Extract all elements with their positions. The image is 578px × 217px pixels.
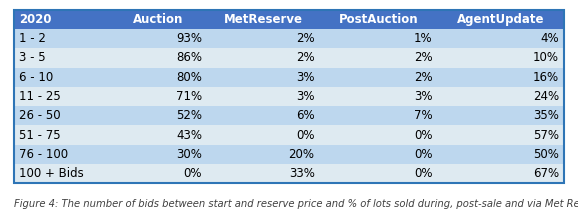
Text: MetReserve: MetReserve xyxy=(224,13,302,26)
Text: 2%: 2% xyxy=(414,71,432,84)
Text: 11 - 25: 11 - 25 xyxy=(19,90,61,103)
Text: 0%: 0% xyxy=(414,167,432,180)
Text: 100 + Bids: 100 + Bids xyxy=(19,167,84,180)
Text: 3 - 5: 3 - 5 xyxy=(19,51,46,64)
Text: 0%: 0% xyxy=(414,148,432,161)
Text: 71%: 71% xyxy=(176,90,202,103)
Bar xyxy=(110,48,206,68)
Bar xyxy=(14,87,110,106)
Text: 3%: 3% xyxy=(414,90,432,103)
Text: 0%: 0% xyxy=(296,129,314,142)
Text: 51 - 75: 51 - 75 xyxy=(19,129,61,142)
Text: 3%: 3% xyxy=(296,71,314,84)
Bar xyxy=(14,68,110,87)
Text: 4%: 4% xyxy=(540,32,559,45)
Text: 86%: 86% xyxy=(176,51,202,64)
Text: 30%: 30% xyxy=(176,148,202,161)
Bar xyxy=(14,106,110,125)
Bar xyxy=(110,125,206,145)
Bar xyxy=(207,48,319,68)
Text: 52%: 52% xyxy=(176,109,202,122)
Text: 35%: 35% xyxy=(533,109,559,122)
Text: 2020: 2020 xyxy=(19,13,51,26)
Text: 3%: 3% xyxy=(296,90,314,103)
Text: 2%: 2% xyxy=(296,51,314,64)
Text: 33%: 33% xyxy=(288,167,314,180)
Bar xyxy=(319,10,437,29)
Text: 10%: 10% xyxy=(533,51,559,64)
Bar xyxy=(319,29,437,48)
Text: 93%: 93% xyxy=(176,32,202,45)
Bar xyxy=(14,145,110,164)
Bar xyxy=(437,145,564,164)
Text: PostAuction: PostAuction xyxy=(338,13,418,26)
Bar xyxy=(110,106,206,125)
Text: 2%: 2% xyxy=(414,51,432,64)
Bar xyxy=(14,164,110,183)
Bar xyxy=(207,29,319,48)
Bar xyxy=(437,29,564,48)
Bar xyxy=(14,29,110,48)
Bar xyxy=(207,164,319,183)
Text: 6 - 10: 6 - 10 xyxy=(19,71,53,84)
Bar xyxy=(110,10,206,29)
Bar xyxy=(207,106,319,125)
Bar xyxy=(14,10,110,29)
Text: 26 - 50: 26 - 50 xyxy=(19,109,61,122)
Bar xyxy=(437,106,564,125)
Bar xyxy=(319,125,437,145)
Bar xyxy=(14,10,564,183)
Bar xyxy=(207,87,319,106)
Bar xyxy=(207,68,319,87)
Bar xyxy=(110,145,206,164)
Bar xyxy=(437,68,564,87)
Bar xyxy=(207,125,319,145)
Text: 57%: 57% xyxy=(533,129,559,142)
Text: 16%: 16% xyxy=(533,71,559,84)
Text: 43%: 43% xyxy=(176,129,202,142)
Bar xyxy=(14,125,110,145)
Text: Auction: Auction xyxy=(134,13,184,26)
Bar xyxy=(437,164,564,183)
Text: 1 - 2: 1 - 2 xyxy=(19,32,46,45)
Bar xyxy=(319,87,437,106)
Bar xyxy=(14,48,110,68)
Text: 6%: 6% xyxy=(296,109,314,122)
Bar xyxy=(110,87,206,106)
Text: AgentUpdate: AgentUpdate xyxy=(457,13,544,26)
Bar xyxy=(110,164,206,183)
Text: 20%: 20% xyxy=(288,148,314,161)
Text: 0%: 0% xyxy=(183,167,202,180)
Bar xyxy=(207,145,319,164)
Text: 24%: 24% xyxy=(533,90,559,103)
Text: 2%: 2% xyxy=(296,32,314,45)
Bar xyxy=(437,48,564,68)
Text: 80%: 80% xyxy=(176,71,202,84)
Bar xyxy=(110,29,206,48)
Bar xyxy=(319,48,437,68)
Bar xyxy=(110,68,206,87)
Bar xyxy=(437,125,564,145)
Text: 67%: 67% xyxy=(533,167,559,180)
Bar xyxy=(319,68,437,87)
Text: 76 - 100: 76 - 100 xyxy=(19,148,68,161)
Bar xyxy=(319,145,437,164)
Bar xyxy=(319,164,437,183)
Bar xyxy=(319,106,437,125)
Text: 0%: 0% xyxy=(414,129,432,142)
Text: Figure 4: The number of bids between start and reserve price and % of lots sold : Figure 4: The number of bids between sta… xyxy=(14,199,578,209)
Bar xyxy=(437,10,564,29)
Text: 7%: 7% xyxy=(414,109,432,122)
Text: 50%: 50% xyxy=(533,148,559,161)
Text: 1%: 1% xyxy=(414,32,432,45)
Bar xyxy=(207,10,319,29)
Bar xyxy=(437,87,564,106)
